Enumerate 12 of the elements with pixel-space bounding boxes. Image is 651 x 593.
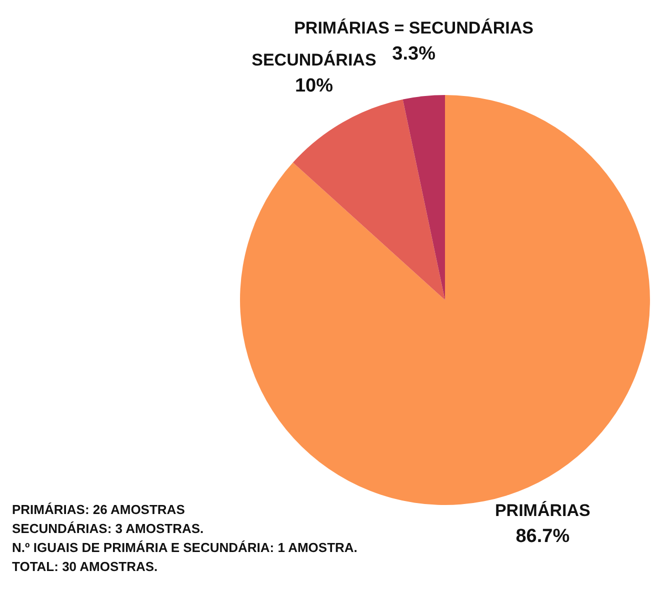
text: PRIMÁRIAS: 26 AMOSTRAS xyxy=(12,501,186,519)
text: TOTAL: 30 AMOSTRAS. xyxy=(12,558,159,576)
pie-slice xyxy=(292,99,445,300)
slice-label: PRIMÁRIAS = SECUNDÁRIAS xyxy=(294,17,534,38)
pie-slice xyxy=(402,95,445,300)
data-label: 10% xyxy=(294,76,334,97)
text: SECUNDÁRIAS: 3 AMOSTRAS. xyxy=(12,520,205,538)
data-label: 3.3% xyxy=(392,43,436,64)
slice-label: PRIMÁRIAS xyxy=(494,500,590,520)
text: N.º IGUAIS DE PRIMÁRIA E SECUNDÁRIA: 1 AMOSTRA. xyxy=(12,539,358,557)
slice-label: SECUNDÁRIAS xyxy=(252,50,376,70)
data-label: 86.7% xyxy=(516,526,570,548)
